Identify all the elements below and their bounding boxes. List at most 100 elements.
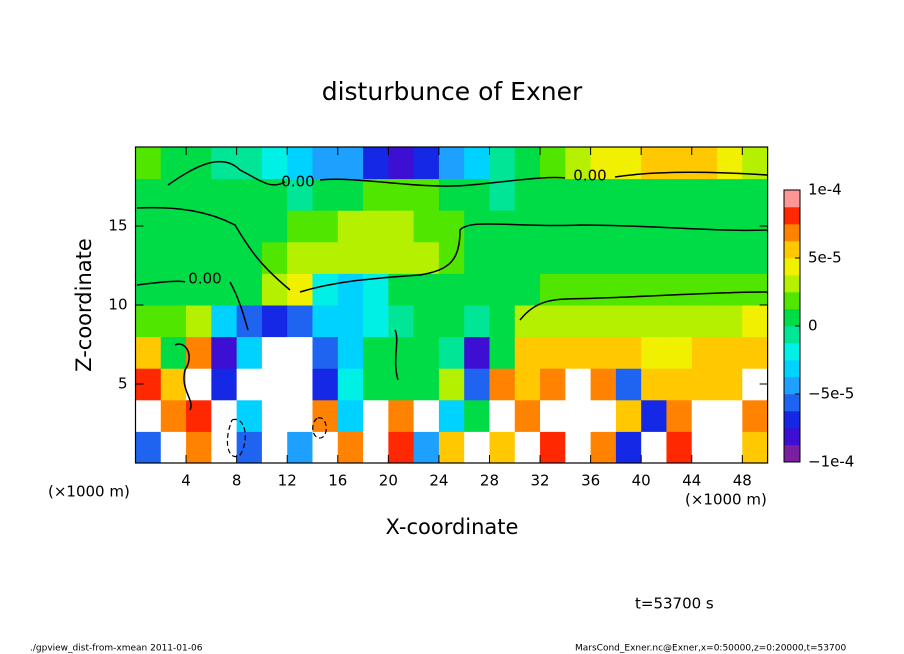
cell (312, 305, 339, 338)
cell (691, 178, 718, 211)
cell (717, 368, 743, 401)
colorbar-tick-label: −5e-5 (808, 385, 854, 403)
cell (135, 305, 162, 338)
cell (742, 241, 769, 274)
cell (312, 336, 339, 369)
cell (160, 147, 187, 180)
colorbar-tick-label: 1e-4 (808, 181, 842, 199)
cell (388, 273, 415, 306)
cell (489, 210, 516, 243)
cell (717, 273, 743, 306)
cell (261, 368, 288, 401)
cell (211, 368, 238, 401)
cell (565, 399, 592, 432)
cell (666, 241, 693, 274)
cell (540, 241, 566, 274)
cell (337, 336, 364, 369)
cell (388, 431, 415, 464)
cell (236, 210, 263, 243)
cell (691, 399, 718, 432)
x-axis-label: X-coordinate (386, 515, 519, 539)
cell (186, 336, 212, 369)
cell (514, 431, 541, 464)
cell (135, 431, 162, 464)
cell (261, 241, 288, 274)
cell (287, 368, 313, 401)
cell (287, 399, 313, 432)
cell (363, 241, 389, 274)
cell (211, 273, 238, 306)
cell (186, 210, 212, 243)
x-tick-label: 44 (682, 472, 701, 490)
x-tick-label: 40 (632, 472, 651, 490)
cell (717, 147, 743, 180)
cell (413, 336, 440, 369)
cell (464, 399, 490, 432)
cell (641, 368, 667, 401)
cell (717, 305, 743, 338)
y-tick-label: 5 (118, 375, 128, 393)
cell (615, 273, 642, 306)
cell (337, 178, 364, 211)
chart-title: disturbunce of Exner (322, 77, 583, 106)
cell (489, 431, 516, 464)
cell (261, 431, 288, 464)
cell (717, 210, 743, 243)
cell (615, 368, 642, 401)
colorbar-swatch (784, 224, 800, 242)
cell (742, 305, 769, 338)
colorbar-swatch (784, 360, 800, 378)
x-tick-label: 36 (581, 472, 600, 490)
cell (312, 178, 339, 211)
cell (615, 399, 642, 432)
cell (413, 178, 440, 211)
cell (590, 178, 617, 211)
x-tick-label: 20 (379, 472, 398, 490)
cell (438, 178, 465, 211)
cell (540, 178, 566, 211)
cell (565, 431, 592, 464)
cell (641, 178, 667, 211)
cell (691, 210, 718, 243)
cell (438, 431, 465, 464)
cell (615, 336, 642, 369)
cell (666, 368, 693, 401)
cell (363, 368, 389, 401)
cell (514, 305, 541, 338)
cell (160, 399, 187, 432)
cell (438, 147, 465, 180)
cell (413, 431, 440, 464)
cell (363, 305, 389, 338)
cell (211, 305, 238, 338)
cell (464, 273, 490, 306)
cell (590, 399, 617, 432)
cell (489, 178, 516, 211)
x-unit: (×1000 m) (685, 491, 767, 509)
cell (540, 305, 566, 338)
cell (413, 368, 440, 401)
colorbar: 1e-4 5e-5 0 −5e-5 −1e-4 (783, 181, 854, 471)
cell (565, 241, 592, 274)
cell (287, 178, 313, 211)
cell (135, 336, 162, 369)
footer-left: ./gpview_dist-from-xmean 2011-01-06 (30, 644, 203, 654)
cell (590, 336, 617, 369)
cell (717, 241, 743, 274)
cell (312, 431, 339, 464)
cell (186, 241, 212, 274)
cell (236, 147, 263, 180)
colorbar-swatch (784, 190, 800, 208)
cell (236, 273, 263, 306)
cell (186, 305, 212, 338)
cell (489, 399, 516, 432)
cell (388, 147, 415, 180)
cell (464, 241, 490, 274)
cell (160, 305, 187, 338)
cell (742, 178, 769, 211)
colorbar-swatch (784, 326, 800, 344)
cell (514, 273, 541, 306)
y-axis-label: Z-coordinate (72, 238, 96, 372)
cell (236, 178, 263, 211)
cell (489, 305, 516, 338)
cell (691, 147, 718, 180)
